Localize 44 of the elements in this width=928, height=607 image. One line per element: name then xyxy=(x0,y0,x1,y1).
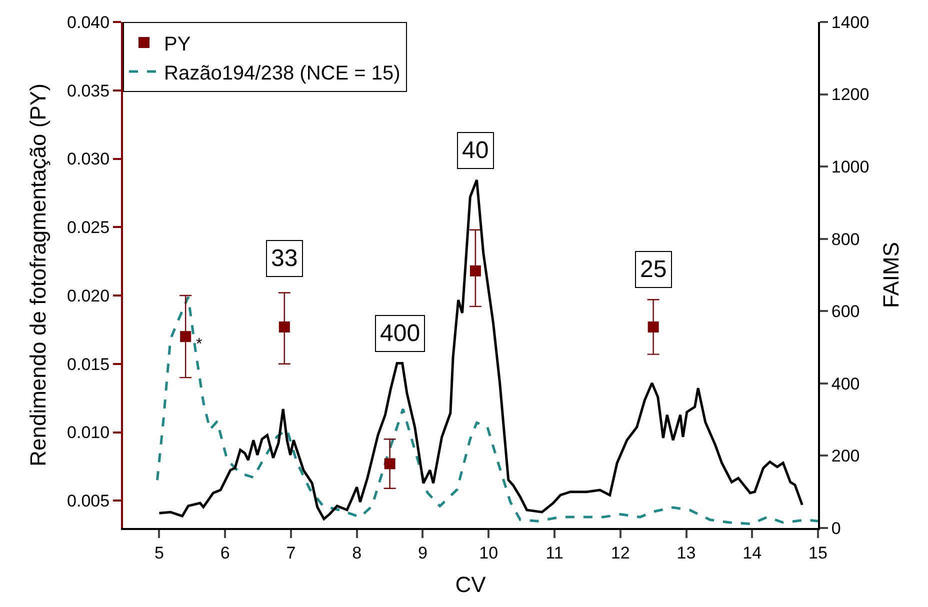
x-tick-label: 7 xyxy=(286,543,296,562)
x-tick-label: 5 xyxy=(154,543,164,562)
annotation: 25 xyxy=(640,256,667,283)
y2-tick-label: 1400 xyxy=(831,12,870,32)
annotation: 400 xyxy=(380,320,420,347)
y-tick-label: 0.020 xyxy=(67,286,110,306)
y-tick-label: 0.010 xyxy=(67,423,110,442)
y-tick-label: 0.030 xyxy=(67,150,110,169)
line-series xyxy=(156,296,818,526)
y2-tick-label: 200 xyxy=(831,446,860,466)
y2-axis-title: FAIMS xyxy=(878,242,904,308)
x-tick-label: 13 xyxy=(676,543,696,562)
y2-tick-label: 1000 xyxy=(831,158,870,177)
y2-tick-label: 800 xyxy=(831,230,860,249)
y-tick-label: 0.025 xyxy=(67,218,110,238)
x-tick-label: 14 xyxy=(742,543,762,562)
y2-tick-label: 1200 xyxy=(831,85,870,104)
y-tick-label: 0.040 xyxy=(67,12,110,32)
x-axis-title: CV xyxy=(455,572,486,597)
line-series xyxy=(158,178,804,520)
point xyxy=(180,331,192,342)
legend-label: PY xyxy=(164,33,191,56)
x-tick-label: 15 xyxy=(808,543,828,562)
annotation: 33 xyxy=(271,245,298,272)
x-tick-label: 8 xyxy=(352,543,362,562)
y-axis-title: Rendimendo de fotofragmentação (PY) xyxy=(25,84,50,466)
y-tick-label: 0.035 xyxy=(67,81,110,100)
y2-tick-label: 0 xyxy=(831,518,841,538)
point xyxy=(384,458,396,470)
x-tick-label: 9 xyxy=(418,543,428,562)
x-tick-label: 11 xyxy=(546,543,564,562)
y-tick-label: 0.005 xyxy=(67,492,110,511)
legend-label: Razão194/238 (NCE = 15) xyxy=(164,62,400,84)
point xyxy=(278,321,290,332)
y-tick-label: 0.015 xyxy=(67,354,110,374)
annotation: * xyxy=(196,336,202,353)
y2-tick-label: 400 xyxy=(831,374,860,394)
annotation: 40 xyxy=(462,137,489,164)
y2-tick-label: 600 xyxy=(831,302,860,322)
x-tick-label: 6 xyxy=(220,543,230,562)
x-tick-label: 10 xyxy=(479,543,498,562)
point xyxy=(470,265,481,276)
point xyxy=(648,321,659,332)
x-tick-label: 12 xyxy=(610,543,630,562)
